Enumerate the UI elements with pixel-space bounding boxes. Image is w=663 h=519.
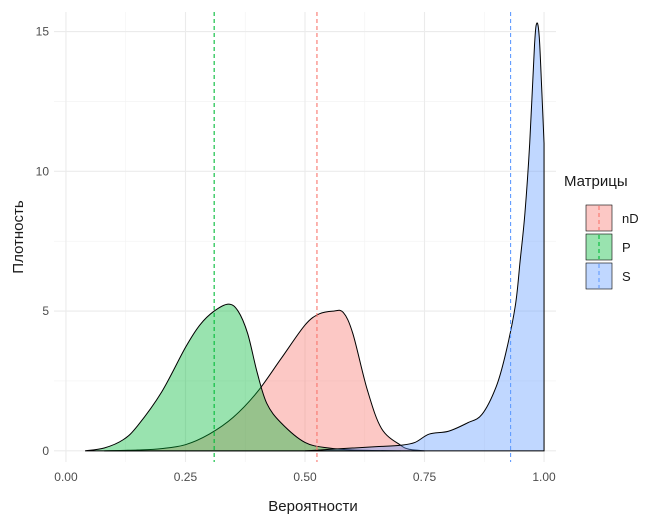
y-axis-title: Плотность <box>10 200 27 274</box>
x-tick-label: 0.00 <box>54 470 78 484</box>
density-area-p <box>85 303 401 452</box>
y-tick-label: 10 <box>36 164 50 178</box>
mean-lines <box>213 12 512 462</box>
density-areas <box>85 22 545 452</box>
legend-entries: nD PS <box>585 204 639 290</box>
legend-title: Матрицы <box>564 173 628 190</box>
density-area-s <box>304 22 545 452</box>
legend-label-p: P <box>622 240 631 255</box>
legend-label-s: S <box>622 269 631 284</box>
legend-item-p: P <box>585 233 631 261</box>
x-tick-label: 1.00 <box>532 470 556 484</box>
legend-item-s: S <box>585 262 631 290</box>
legend-item-nd: nD <box>585 204 639 232</box>
x-tick-label: 0.75 <box>413 470 437 484</box>
x-tick-label: 0.50 <box>293 470 317 484</box>
y-tick-label: 0 <box>42 444 49 458</box>
x-tick-labels: 0.00 0.25 0.50 0.75 1.00 <box>54 470 556 484</box>
x-axis-title: Вероятности <box>268 498 357 515</box>
y-tick-labels: 0 5 10 15 <box>36 25 50 458</box>
legend-label-nd: nD <box>622 211 639 226</box>
grid-lines <box>54 12 556 462</box>
legend: Матрицы nD PS <box>564 173 639 290</box>
y-tick-label: 15 <box>36 25 50 39</box>
x-tick-label: 0.25 <box>174 470 198 484</box>
y-tick-label: 5 <box>42 304 49 318</box>
density-area-nd <box>104 309 425 452</box>
